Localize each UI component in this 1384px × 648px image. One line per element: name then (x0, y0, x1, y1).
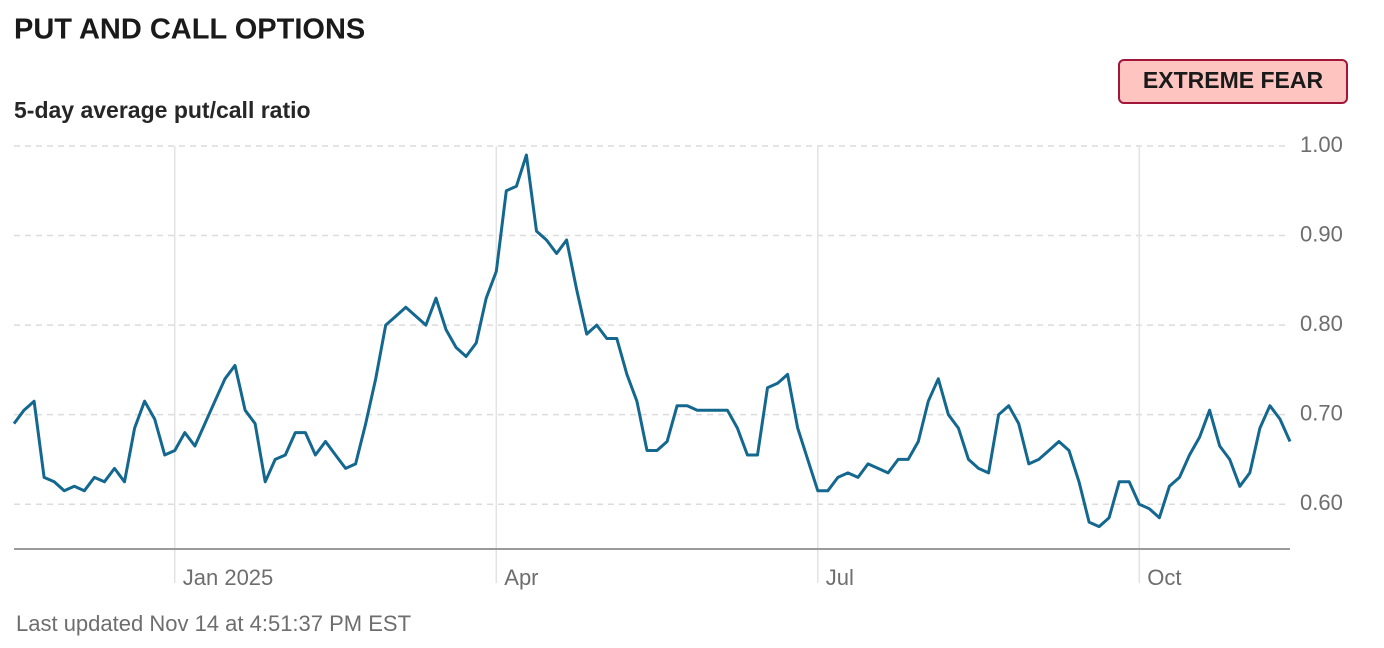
y-tick-label: 0.80 (1300, 311, 1343, 336)
x-tick-label: Oct (1147, 565, 1181, 590)
x-tick-label: Jul (826, 565, 854, 590)
chart-subtitle: 5-day average put/call ratio (14, 97, 311, 123)
series-line (12, 153, 1292, 529)
chart-title: PUT AND CALL OPTIONS (14, 14, 365, 46)
y-tick-label: 1.00 (1300, 132, 1343, 157)
x-tick-label: Apr (504, 565, 538, 590)
y-tick-label: 0.90 (1300, 221, 1343, 246)
y-tick-label: 0.60 (1300, 490, 1343, 515)
x-tick-label: Jan 2025 (183, 565, 274, 590)
y-tick-label: 0.70 (1300, 400, 1343, 425)
badge-label: EXTREME FEAR (1143, 67, 1324, 93)
badge (1118, 59, 1348, 104)
footer: Last updated Nov 14 at 4:51:37 PM EST (16, 611, 411, 636)
